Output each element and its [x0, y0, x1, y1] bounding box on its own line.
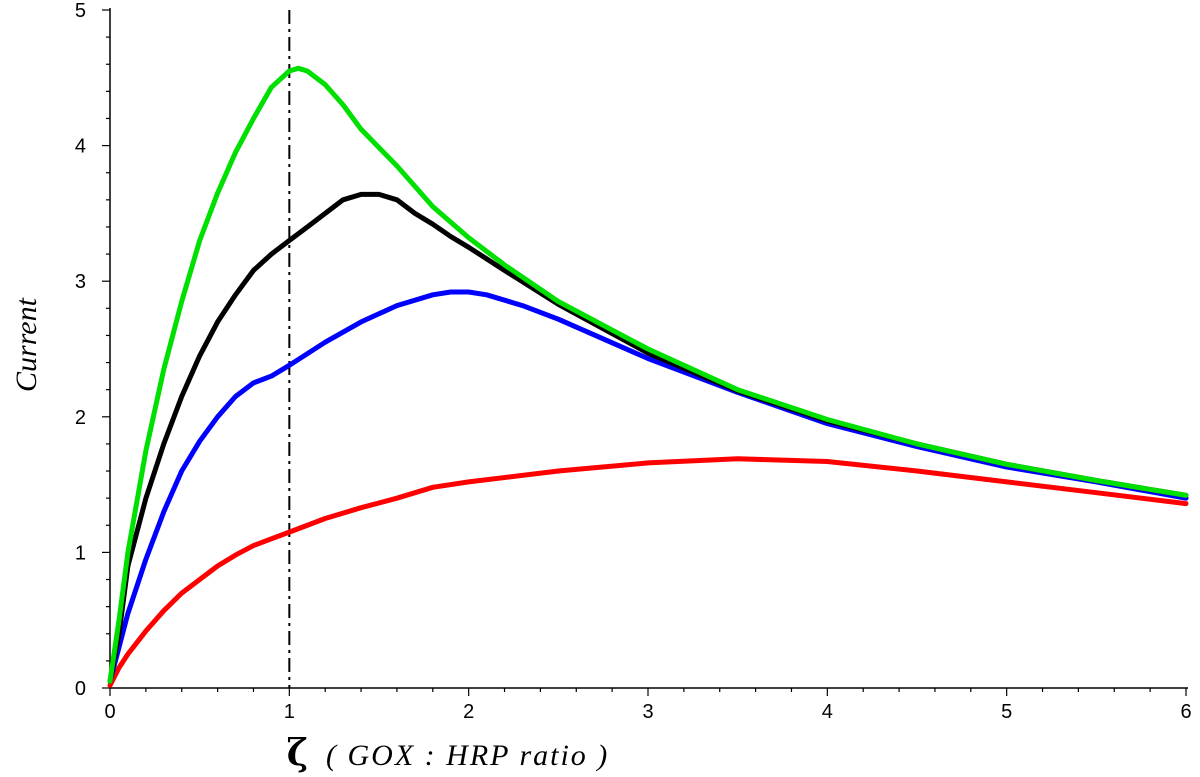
- y-tick-label: 3: [75, 271, 86, 293]
- y-tick-label: 2: [75, 407, 86, 429]
- y-tick-label: 0: [75, 678, 86, 700]
- series-line: [107, 191, 1189, 684]
- x-tick-label: 5: [1001, 701, 1012, 723]
- series-line: [107, 65, 1189, 684]
- series-layer: [107, 10, 1189, 688]
- x-tick-label: 2: [463, 701, 474, 723]
- x-axis-label-text: ( GOX : HRP ratio ): [326, 739, 609, 772]
- x-tick-label: 3: [642, 701, 653, 723]
- axes: 0 1 2 3 4 5 6 0 1 2 3 4 5: [75, 0, 1192, 723]
- x-tick-label: 0: [104, 701, 115, 723]
- y-tick-label: 4: [75, 136, 86, 158]
- x-axis-label: ζ ( GOX : HRP ratio ): [287, 732, 610, 774]
- x-axis-label-symbol: ζ: [287, 732, 308, 774]
- y-tick-label: 5: [75, 0, 86, 22]
- y-axis-label: Current: [10, 297, 43, 392]
- x-tick-label: 1: [284, 701, 295, 723]
- y-tick-label: 1: [75, 542, 86, 564]
- x-tick-label: 4: [822, 701, 833, 723]
- x-tick-label: 6: [1180, 701, 1191, 723]
- series-line: [107, 456, 1189, 688]
